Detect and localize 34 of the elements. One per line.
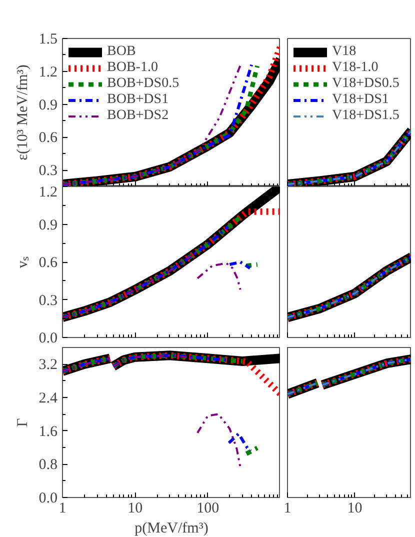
y-tick-label: 0.8 (38, 457, 58, 474)
y-tick-label: 3.2 (38, 357, 58, 374)
legend-label: V18+DS0.5 (332, 76, 400, 92)
y-axis-title: Γ (14, 418, 31, 427)
legend-label: BOB+DS2 (107, 108, 169, 124)
x-tick-label: 100 (196, 500, 220, 516)
y-tick-label: 0.0 (38, 490, 58, 506)
y-tick-label: 0.9 (38, 217, 58, 234)
y-tick-label: 2.4 (38, 390, 58, 406)
legend-label: V18 (332, 44, 356, 60)
y-tick-label: 0.3 (38, 163, 58, 180)
legend-label: BOB+DS1 (107, 92, 169, 108)
x-tick-label: 10 (128, 500, 143, 516)
x-tick-label: 1 (58, 500, 66, 516)
y-axis-title: ε(10³ MeV/fm³) (14, 64, 31, 160)
y-tick-label: 1.2 (38, 184, 58, 200)
x-tick-label: 10 (347, 500, 362, 516)
legend-label: V18+DS1 (332, 92, 389, 108)
x-tick-label: 1 (284, 500, 292, 516)
y-tick-label: 0.3 (38, 292, 58, 309)
legend-label: BOB (107, 44, 136, 60)
y-tick-label: 1.2 (38, 64, 58, 80)
y-tick-label: 0.6 (38, 255, 58, 271)
y-tick-label: 0.9 (38, 97, 58, 114)
legend-label: V18+DS1.5 (332, 108, 400, 124)
y-tick-label: 1.5 (38, 32, 58, 48)
legend-label: V18-1.0 (332, 60, 378, 76)
legend-label: BOB-1.0 (107, 60, 158, 76)
legend-label: BOB+DS0.5 (107, 76, 180, 92)
y-tick-label: 0.6 (38, 130, 58, 146)
y-tick-label: 0.0 (38, 330, 58, 346)
x-axis-title: p(MeV/fm³) (134, 520, 208, 536)
y-tick-label: 1.6 (38, 424, 58, 440)
y-axis-title: vₛ (14, 256, 31, 268)
